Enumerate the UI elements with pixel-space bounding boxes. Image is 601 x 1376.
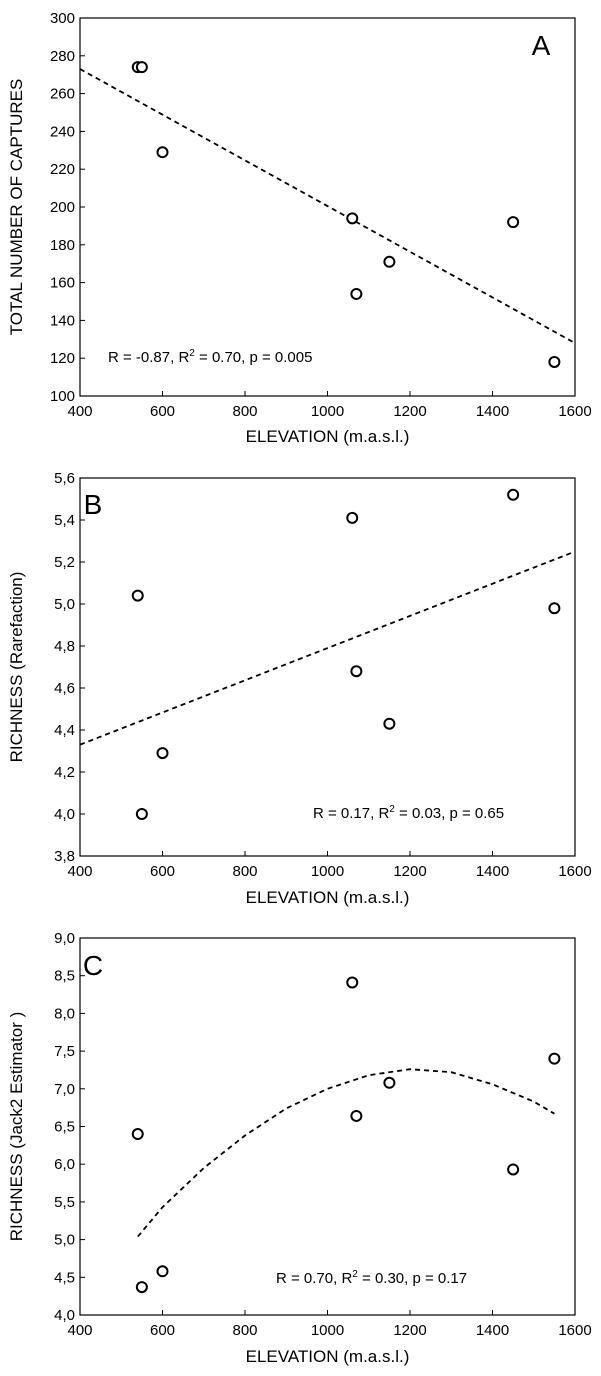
x-tick-label: 600 — [150, 863, 175, 880]
x-tick-label: 1600 — [558, 1322, 591, 1339]
y-tick-label: 120 — [50, 350, 75, 367]
y-tick-label: 7,0 — [54, 1081, 75, 1098]
x-axis-title: ELEVATION (m.a.s.l.) — [246, 888, 410, 907]
data-point — [346, 511, 359, 524]
data-point — [548, 355, 561, 368]
y-tick-label: 4,5 — [54, 1269, 75, 1286]
x-tick-label: 1600 — [558, 403, 591, 420]
stats-annotation: R = 0.17, R2 = 0.03, p = 0.65 — [313, 804, 504, 822]
data-point — [135, 808, 148, 820]
y-tick-label: 6,0 — [54, 1156, 75, 1173]
y-tick-label: 180 — [50, 237, 75, 254]
y-tick-label: 160 — [50, 275, 75, 292]
data-point — [350, 1109, 363, 1122]
data-point — [156, 747, 169, 760]
plot-frame — [79, 477, 576, 857]
x-tick-label: 600 — [150, 403, 175, 420]
y-tick-label: 4,6 — [54, 680, 75, 697]
data-point — [346, 212, 359, 225]
fit-line — [79, 68, 576, 344]
y-tick-label: 3,8 — [54, 848, 75, 865]
y-tick-label: 8,5 — [54, 968, 75, 985]
x-tick-label: 600 — [150, 1322, 175, 1339]
fit-line — [137, 1068, 555, 1238]
x-axis-title: ELEVATION (m.a.s.l.) — [246, 1347, 410, 1366]
x-tick-label: 400 — [67, 1322, 92, 1339]
data-point — [350, 287, 363, 300]
y-tick-label: 240 — [50, 123, 75, 140]
y-tick-label: 5,4 — [54, 512, 75, 529]
data-point — [131, 589, 144, 602]
y-axis-title: TOTAL NUMBER OF CAPTURES — [7, 79, 26, 336]
x-axis-title: ELEVATION (m.a.s.l.) — [246, 427, 410, 446]
x-tick-label: 800 — [232, 1322, 257, 1339]
x-tick-label: 1000 — [311, 1322, 344, 1339]
data-point — [507, 488, 520, 501]
data-point — [135, 1281, 148, 1294]
y-tick-label: 7,5 — [54, 1043, 75, 1060]
x-tick-label: 1400 — [476, 1322, 509, 1339]
y-tick-label: 140 — [50, 312, 75, 329]
x-tick-label: 400 — [67, 403, 92, 420]
data-point — [131, 1128, 144, 1141]
y-tick-label: 5,2 — [54, 554, 75, 571]
data-point — [507, 216, 520, 229]
y-tick-label: 200 — [50, 199, 75, 216]
x-tick-label: 1000 — [311, 863, 344, 880]
y-tick-label: 300 — [50, 10, 75, 27]
plot-frame — [79, 937, 576, 1316]
x-tick-label: 1200 — [393, 863, 426, 880]
data-point — [383, 255, 396, 268]
x-tick-label: 1600 — [558, 863, 591, 880]
data-point — [156, 1265, 169, 1278]
y-tick-label: 4,0 — [54, 1307, 75, 1324]
fit-line — [79, 550, 576, 746]
panel-b: 400 600 800 1000 1200 1400 1600 3,8 4,0 4,2 4,4 4,6… — [7, 470, 592, 907]
y-tick-label: 100 — [50, 388, 75, 405]
y-tick-label: 4,2 — [54, 764, 75, 781]
x-tick-label: 1200 — [393, 1322, 426, 1339]
data-point — [350, 665, 363, 678]
x-tick-label: 800 — [232, 863, 257, 880]
x-tick-label: 1400 — [476, 403, 509, 420]
stats-annotation: R = 0.70, R2 = 0.30, p = 0.17 — [276, 1269, 467, 1287]
y-tick-label: 8,0 — [54, 1005, 75, 1022]
panel-a: 400 600 800 1000 1200 1400 1600 100 120 140 160 180… — [7, 10, 592, 446]
x-tick-label: 1400 — [476, 863, 509, 880]
y-tick-label: 5,5 — [54, 1194, 75, 1211]
y-tick-label: 280 — [50, 48, 75, 65]
data-point — [548, 602, 561, 615]
stats-annotation: R = -0.87, R2 = 0.70, p = 0.005 — [108, 348, 312, 366]
panel-letter: B — [84, 489, 103, 520]
y-tick-label: 5,0 — [54, 1232, 75, 1249]
panel-letter: C — [83, 950, 103, 981]
data-point — [383, 717, 396, 730]
x-tick-label: 1000 — [311, 403, 344, 420]
data-point — [548, 1052, 561, 1065]
y-axis-title: RICHNESS (Rarefaction) — [7, 572, 26, 763]
y-tick-label: 260 — [50, 86, 75, 103]
y-tick-label: 9,0 — [54, 930, 75, 947]
data-point — [346, 976, 359, 989]
y-tick-label: 220 — [50, 161, 75, 178]
data-point — [156, 146, 169, 159]
y-axis-title: RICHNESS (Jack2 Estimator ) — [7, 1012, 26, 1242]
panel-c: 400 600 800 1000 1200 1400 1600 4,0 4,5 5,0 5,5 6,0… — [7, 930, 592, 1366]
data-point — [507, 1163, 520, 1176]
x-tick-label: 400 — [67, 863, 92, 880]
y-tick-label: 4,0 — [54, 806, 75, 823]
x-tick-label: 800 — [232, 403, 257, 420]
y-tick-label: 5,6 — [54, 470, 75, 487]
data-point — [383, 1076, 396, 1089]
y-tick-label: 4,8 — [54, 638, 75, 655]
y-tick-label: 4,4 — [54, 722, 75, 739]
data-point — [135, 61, 148, 74]
x-tick-label: 1200 — [393, 403, 426, 420]
y-tick-label: 6,5 — [54, 1119, 75, 1136]
panel-letter: A — [532, 30, 551, 61]
y-tick-label: 5,0 — [54, 596, 75, 613]
